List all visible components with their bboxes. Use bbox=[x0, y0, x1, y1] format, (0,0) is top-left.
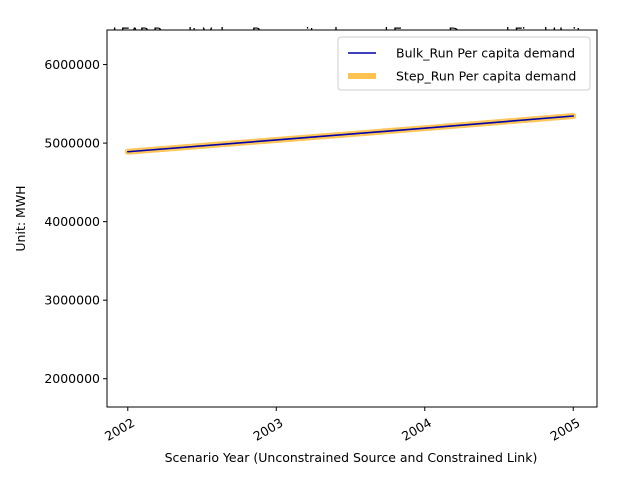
x-tick-label: 2005 bbox=[547, 415, 582, 444]
x-axis-label: Scenario Year (Unconstrained Source and … bbox=[165, 450, 538, 465]
x-tick-label: 2002 bbox=[102, 415, 137, 444]
legend-label-step-run: Step_Run Per capita demand bbox=[396, 69, 576, 84]
plot-area bbox=[106, 29, 598, 408]
series-layer bbox=[124, 113, 577, 155]
x-tick-label: 2003 bbox=[251, 415, 286, 444]
y-tick-label: 3000000 bbox=[44, 293, 100, 308]
y-tick-label: 2000000 bbox=[44, 371, 100, 386]
series-line-bulk-run bbox=[126, 115, 575, 153]
legend-box bbox=[337, 36, 591, 91]
legend: Bulk_Run Per capita demand Step_Run Per … bbox=[337, 36, 591, 91]
y-tick-label: 5000000 bbox=[44, 136, 100, 151]
plot-border bbox=[106, 29, 598, 408]
y-axis: 2000000 3000000 4000000 5000000 6000000 bbox=[44, 57, 107, 386]
legend-label-bulk-run: Bulk_Run Per capita demand bbox=[396, 46, 575, 61]
y-axis-label: Unit: MWH bbox=[13, 185, 28, 251]
x-tick-label: 2004 bbox=[399, 415, 434, 444]
plot-frame bbox=[107, 30, 597, 407]
x-axis: 2002 2003 2004 2005 bbox=[102, 407, 583, 444]
y-tick-label: 6000000 bbox=[44, 57, 100, 72]
y-tick-label: 4000000 bbox=[44, 214, 100, 229]
